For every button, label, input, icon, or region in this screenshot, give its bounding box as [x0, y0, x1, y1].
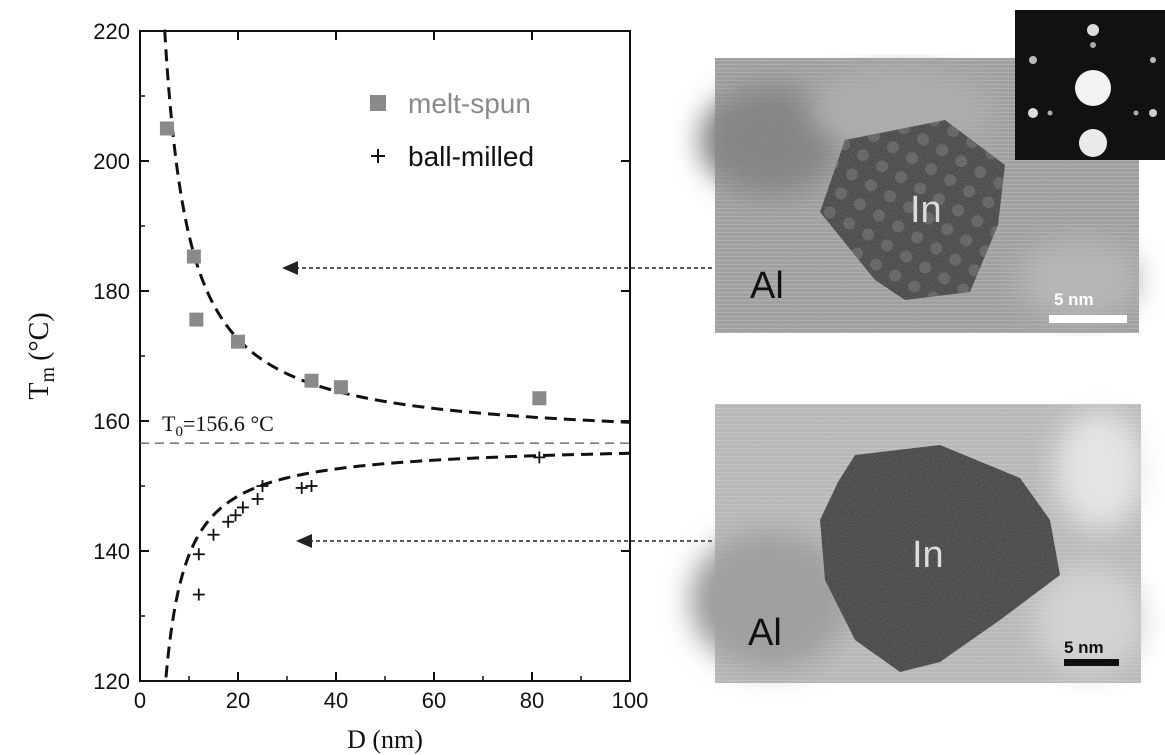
- x-tick-label: 0: [134, 688, 146, 713]
- svg-text:Tm(°C): Tm (°C): [24, 312, 59, 399]
- tem-upper-al-label: Al: [750, 265, 784, 307]
- series-ball-milled: [192, 451, 546, 601]
- y-axis-title: Tm (°C): [24, 312, 59, 399]
- legend-marker-melt-spun: [370, 95, 386, 111]
- legend: melt-spun ball-milled: [370, 88, 534, 172]
- arrow-lower: [296, 534, 712, 548]
- data-point-ball-milled: [207, 528, 220, 541]
- data-point-ball-milled: [229, 509, 242, 522]
- data-point-melt-spun: [532, 391, 547, 406]
- data-point-ball-milled: [251, 493, 264, 505]
- y-tick-label: 120: [93, 669, 130, 694]
- series-melt-spun: [159, 121, 547, 406]
- ref-label-rest: =156.6 °C: [183, 411, 274, 436]
- data-point-melt-spun: [333, 380, 348, 395]
- y-tick-label: 140: [93, 539, 130, 564]
- fit-curve-melt-spun: [163, 29, 631, 424]
- y-tick-label: 160: [93, 409, 130, 434]
- y-axis-title-sub: m: [37, 366, 59, 382]
- ref-label-sub: 0: [175, 424, 183, 440]
- x-ticks: 0 20 40 60 80 100: [134, 31, 648, 713]
- data-point-ball-milled: [222, 515, 235, 528]
- legend-label-ball-milled: ball-milled: [408, 141, 534, 172]
- data-point-melt-spun: [304, 373, 319, 388]
- reference-line-label: T0=156.6 °C: [162, 411, 274, 440]
- tem-upper-scale-text: 5 nm: [1054, 290, 1094, 309]
- data-point-ball-milled: [533, 451, 546, 464]
- data-point-melt-spun: [189, 312, 204, 327]
- y-tick-label: 220: [93, 19, 130, 44]
- tem-lower-scale-text: 5 nm: [1064, 638, 1104, 657]
- x-tick-label: 100: [612, 688, 649, 713]
- x-tick-label: 40: [324, 688, 348, 713]
- legend-label-melt-spun: melt-spun: [408, 88, 531, 119]
- x-tick-label: 20: [226, 688, 250, 713]
- tem-upper-in-label: In: [910, 189, 942, 231]
- diffraction-inset: [1015, 10, 1165, 160]
- data-point-ball-milled: [305, 480, 318, 492]
- data-point-melt-spun: [231, 334, 245, 349]
- data-point-melt-spun: [159, 121, 174, 136]
- plot-frame: [139, 30, 631, 682]
- ref-label-main: T: [162, 411, 176, 436]
- tem-lower-in-label: In: [912, 534, 944, 576]
- arrow-upper: [282, 261, 712, 275]
- tem-lower-al-label: Al: [748, 612, 782, 654]
- x-axis-title: D (nm): [347, 725, 423, 754]
- data-point-ball-milled: [256, 480, 269, 492]
- fit-curve-ball-milled: [164, 451, 631, 678]
- y-tick-label: 200: [93, 149, 130, 174]
- y-ticks: 120 140 160 180 200 220: [93, 19, 630, 694]
- data-point-ball-milled: [236, 501, 249, 514]
- data-point-ball-milled: [192, 548, 205, 561]
- tem-upper-scale-bar: [1049, 315, 1127, 323]
- data-point-ball-milled: [295, 481, 308, 494]
- x-tick-label: 80: [520, 688, 544, 713]
- y-axis-title-unit: (°C): [24, 312, 55, 361]
- data-point-ball-milled: [192, 588, 205, 601]
- tem-image-lower: In Al 5 nm: [690, 404, 1145, 683]
- x-tick-label: 60: [422, 688, 446, 713]
- data-point-melt-spun: [186, 249, 201, 264]
- legend-marker-ball-milled: [371, 149, 385, 163]
- tem-lower-scale-bar: [1064, 659, 1119, 666]
- tem-image-upper: In Al 5 nm: [700, 10, 1165, 333]
- y-tick-label: 180: [93, 279, 130, 304]
- y-axis-title-main: T: [24, 382, 55, 399]
